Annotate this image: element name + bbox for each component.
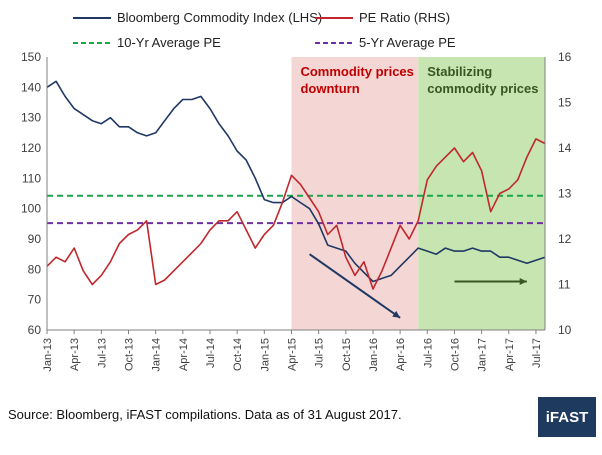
series-line-1 bbox=[46, 138, 546, 290]
legend-label-1: PE Ratio (RHS) bbox=[359, 10, 450, 25]
y-left-tick-label-0: 150 bbox=[21, 50, 41, 64]
trend-arrow-0 bbox=[309, 253, 401, 319]
y-left-tick-label-7: 80 bbox=[28, 262, 42, 276]
reference-lines-layer bbox=[47, 194, 545, 225]
x-tick-label-16: Jan-17 bbox=[477, 338, 489, 372]
ifast-logo: iFAST bbox=[538, 397, 596, 437]
region-label-1: Stabilizing commodity prices bbox=[427, 64, 538, 96]
y-left-tick-label-1: 140 bbox=[21, 80, 41, 94]
footer: Source: Bloomberg, iFAST compilations. D… bbox=[0, 397, 602, 445]
y-left-tick-label-6: 90 bbox=[28, 232, 42, 246]
y-left-tick-label-9: 60 bbox=[28, 323, 42, 337]
x-tick-label-14: Jul-16 bbox=[422, 338, 434, 368]
legend-layer: Bloomberg Commodity Index (LHS) PE Ratio … bbox=[73, 10, 456, 50]
legend-label-2: 10-Yr Average PE bbox=[117, 35, 221, 50]
y-left-tick-label-3: 120 bbox=[21, 141, 41, 155]
y-right-tick-label-3: 13 bbox=[558, 187, 572, 201]
x-tick-label-13: Apr-16 bbox=[395, 338, 407, 371]
series-line-0 bbox=[46, 80, 546, 283]
y-left-tick-label-5: 100 bbox=[21, 202, 41, 216]
x-tick-label-2: Jul-13 bbox=[96, 338, 108, 368]
x-tick-label-10: Jul-15 bbox=[314, 338, 326, 368]
y-right-tick-label-2: 14 bbox=[558, 141, 572, 155]
x-tick-label-8: Jan-15 bbox=[259, 338, 271, 372]
x-tick-label-1: Apr-13 bbox=[69, 338, 81, 371]
trend-arrow-head-0 bbox=[392, 310, 401, 318]
region-band-1 bbox=[418, 57, 545, 330]
legend-label-0: Bloomberg Commodity Index (LHS) bbox=[117, 10, 322, 25]
legend-label-3: 5-Yr Average PE bbox=[359, 35, 456, 50]
y-right-tick-label-4: 12 bbox=[558, 232, 572, 246]
x-tick-label-17: Apr-17 bbox=[504, 338, 516, 371]
series-layer bbox=[46, 80, 546, 290]
y-right-tick-label-5: 11 bbox=[558, 278, 571, 292]
x-tick-label-9: Apr-15 bbox=[286, 338, 298, 371]
x-tick-label-12: Jan-16 bbox=[368, 338, 380, 372]
y-left-tick-label-4: 110 bbox=[22, 171, 41, 185]
region-band-0 bbox=[291, 57, 419, 330]
source-note: Source: Bloomberg, iFAST compilations. D… bbox=[8, 407, 402, 422]
y-left-tick-label-2: 130 bbox=[21, 111, 41, 125]
x-tick-label-18: Jul-17 bbox=[531, 338, 543, 368]
x-tick-label-11: Oct-15 bbox=[341, 338, 353, 371]
y-right-tick-label-1: 15 bbox=[558, 96, 572, 110]
x-tick-label-3: Oct-13 bbox=[123, 338, 135, 371]
y-right-tick-label-0: 16 bbox=[558, 50, 572, 64]
x-tick-label-7: Oct-14 bbox=[232, 338, 244, 371]
y-right-tick-label-6: 10 bbox=[558, 323, 572, 337]
x-tick-label-0: Jan-13 bbox=[42, 338, 54, 372]
arrows-layer bbox=[309, 253, 527, 319]
regions-layer: Commodity prices downturn Stabilizing commo… bbox=[291, 57, 545, 330]
trend-arrow-head-1 bbox=[519, 277, 527, 285]
chart: Commodity prices downturn Stabilizing commo… bbox=[21, 10, 572, 372]
x-tick-label-15: Oct-16 bbox=[449, 338, 461, 371]
x-tick-label-4: Jan-14 bbox=[151, 338, 163, 372]
region-label-0: Commodity prices downturn bbox=[300, 64, 413, 96]
axes-layer: 150 140 130 120 110 100 90 80 70 60 16 15 14 13 12 11 10… bbox=[21, 50, 572, 372]
x-tick-label-6: Jul-14 bbox=[205, 338, 217, 368]
y-left-tick-label-8: 70 bbox=[28, 293, 42, 307]
x-tick-label-5: Apr-14 bbox=[178, 338, 190, 371]
